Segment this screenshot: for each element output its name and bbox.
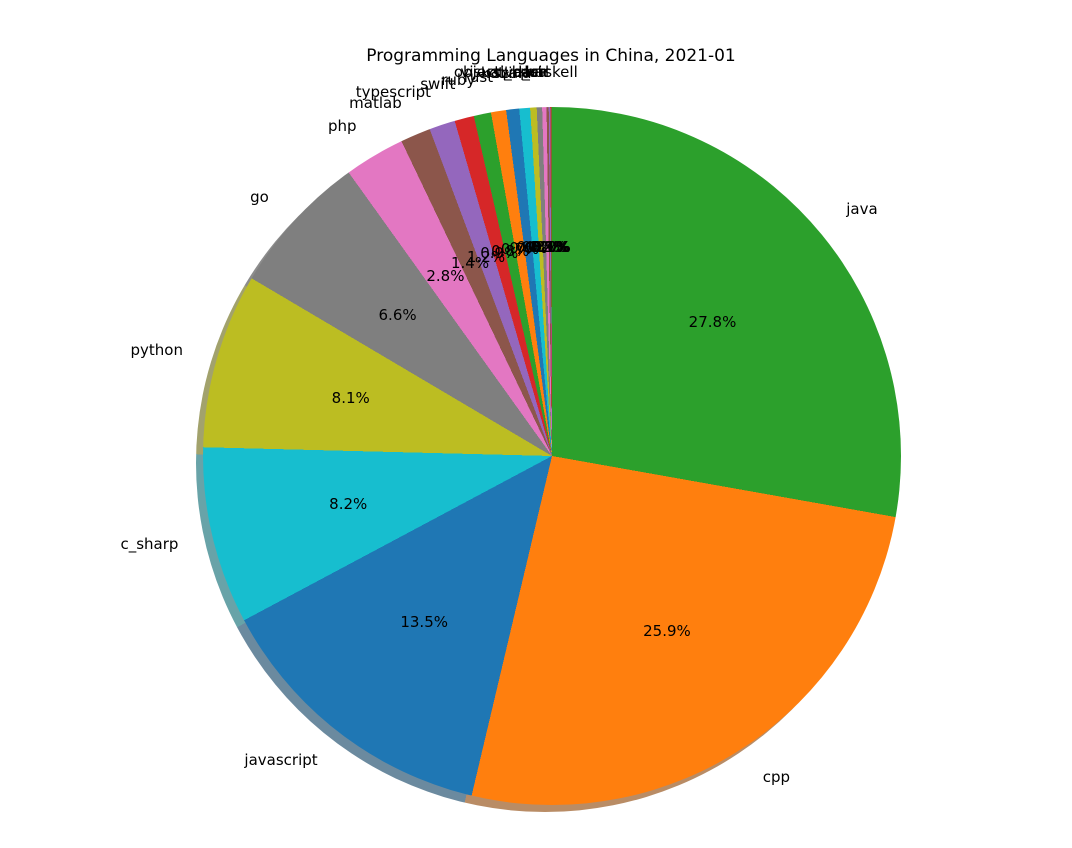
slice-percent-kotlin: 0.5% — [516, 238, 555, 257]
slice-label-objective_c: objective_c — [453, 63, 539, 82]
slice-label-c_sharp: c_sharp — [120, 535, 179, 554]
slice-label-php: php — [328, 116, 357, 135]
slice-percent-c_sharp: 8.2% — [329, 495, 368, 514]
slice-label-ruby: ruby — [441, 70, 476, 89]
slice-percent-java: 27.8% — [688, 312, 737, 331]
slice-label-lua: lua — [524, 63, 548, 82]
slice-label-python: python — [130, 341, 183, 360]
slice-label-dart: dart — [512, 63, 544, 82]
slice-percent-matlab: 1.4% — [450, 254, 490, 273]
slice-label-perl: perl — [520, 63, 550, 82]
slice-percent-visual_basic: 0.1% — [532, 237, 571, 256]
slice-percent-scala: 0.3% — [521, 237, 560, 256]
slice-percent-perl: 0.1% — [531, 237, 570, 256]
slice-percent-go: 6.6% — [378, 305, 417, 324]
chart-title: Programming Languages in China, 2021-01 — [366, 46, 736, 66]
slice-label-cpp: cpp — [762, 767, 791, 786]
slice-percent-haskell: 0.0% — [532, 237, 571, 256]
slice-percent-typescript: 1.2% — [466, 248, 506, 267]
slice-label-javascript: javascript — [244, 751, 318, 770]
slice-label-rust: rust — [463, 67, 494, 86]
slice-percent-javascript: 13.5% — [400, 612, 448, 631]
slice-label-scala: scala — [492, 63, 532, 82]
slice-percent-php: 2.8% — [426, 266, 465, 285]
slice-percent-ruby: 0.8% — [491, 241, 530, 260]
slice-label-r: r — [502, 65, 509, 84]
slice-percent-objective_c: 0.2% — [525, 237, 564, 256]
slice-label-visual_basic: visual_basic — [460, 63, 551, 82]
slice-label-haskell: haskell — [525, 63, 578, 82]
slice-label-typescript: typescript — [355, 82, 432, 101]
slice-label-matlab: matlab — [349, 93, 402, 112]
slice-percent-cpp: 25.9% — [643, 622, 691, 641]
slice-percent-dart: 0.2% — [528, 237, 567, 256]
slice-percent-swift: 0.9% — [480, 244, 519, 263]
slice-label-kotlin: kotlin — [480, 64, 522, 83]
slice-label-java: java — [846, 200, 878, 219]
slice-label-go: go — [250, 187, 269, 206]
pie-circle — [203, 107, 901, 805]
slice-label-swift: swift — [420, 75, 456, 94]
slice-percent-lua: 0.1% — [530, 237, 569, 256]
slice-percent-python: 8.1% — [331, 389, 370, 408]
slice-percent-r: 0.6% — [509, 238, 548, 257]
slice-percent-rust: 0.7% — [500, 240, 539, 259]
